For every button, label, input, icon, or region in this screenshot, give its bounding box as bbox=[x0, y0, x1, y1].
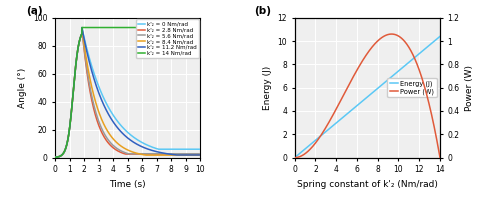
k'₂ = 11.2 Nm/rad bbox=[166, 153, 172, 155]
k'₂ = 0 Nm/rad bbox=[193, 148, 199, 150]
Legend: Energy (J), Power (W): Energy (J), Power (W) bbox=[388, 78, 436, 98]
Line: Power (W): Power (W) bbox=[294, 34, 440, 158]
k'₂ = 11.2 Nm/rad bbox=[122, 135, 128, 138]
k'₂ = 8.4 Nm/rad bbox=[119, 146, 125, 148]
Power (W) bbox=[411, 56, 417, 58]
k'₂ = 8.4 Nm/rad bbox=[198, 154, 203, 156]
k'₂ = 11.2 Nm/rad bbox=[52, 156, 58, 159]
k'₂ = 0 Nm/rad bbox=[52, 156, 58, 159]
k'₂ = 14 Nm/rad bbox=[166, 26, 172, 29]
Energy (J) bbox=[411, 57, 417, 59]
k'₂ = 2.8 Nm/rad bbox=[79, 26, 85, 29]
X-axis label: Time (s): Time (s) bbox=[110, 180, 146, 189]
k'₂ = 14 Nm/rad bbox=[198, 26, 203, 29]
Line: k'₂ = 8.4 Nm/rad: k'₂ = 8.4 Nm/rad bbox=[55, 28, 201, 157]
k'₂ = 5.6 Nm/rad bbox=[193, 152, 199, 155]
Energy (J) bbox=[362, 98, 368, 100]
Power (W) bbox=[378, 37, 384, 39]
k'₂ = 0 Nm/rad bbox=[60, 153, 66, 156]
Power (W) bbox=[434, 139, 440, 141]
Legend: k'₂ = 0 Nm/rad, k'₂ = 2.8 Nm/rad, k'₂ = 5.6 Nm/rad, k'₂ = 8.4 Nm/rad, k'₂ = 11.2: k'₂ = 0 Nm/rad, k'₂ = 2.8 Nm/rad, k'₂ = … bbox=[136, 19, 198, 58]
k'₂ = 11.2 Nm/rad bbox=[60, 153, 66, 156]
k'₂ = 2.8 Nm/rad bbox=[193, 153, 199, 155]
k'₂ = 8.4 Nm/rad bbox=[52, 156, 58, 159]
Power (W) bbox=[370, 44, 376, 47]
k'₂ = 8.4 Nm/rad bbox=[193, 154, 199, 156]
k'₂ = 0 Nm/rad bbox=[166, 148, 172, 150]
k'₂ = 11.2 Nm/rad bbox=[79, 26, 85, 29]
k'₂ = 14 Nm/rad bbox=[119, 26, 125, 29]
Line: k'₂ = 0 Nm/rad: k'₂ = 0 Nm/rad bbox=[55, 28, 201, 157]
Energy (J) bbox=[370, 91, 376, 93]
Line: k'₂ = 2.8 Nm/rad: k'₂ = 2.8 Nm/rad bbox=[55, 28, 201, 157]
k'₂ = 5.6 Nm/rad bbox=[119, 150, 125, 152]
k'₂ = 0 Nm/rad bbox=[119, 125, 125, 128]
k'₂ = 5.6 Nm/rad bbox=[60, 153, 66, 156]
k'₂ = 8.4 Nm/rad bbox=[122, 148, 128, 150]
k'₂ = 11.2 Nm/rad bbox=[193, 154, 199, 156]
Power (W) bbox=[292, 156, 298, 159]
k'₂ = 8.4 Nm/rad bbox=[60, 153, 66, 156]
Power (W) bbox=[437, 156, 443, 159]
k'₂ = 8.4 Nm/rad bbox=[79, 26, 85, 29]
Power (W) bbox=[360, 58, 366, 60]
k'₂ = 2.8 Nm/rad bbox=[122, 153, 128, 155]
k'₂ = 11.2 Nm/rad bbox=[119, 131, 125, 134]
k'₂ = 0 Nm/rad bbox=[122, 129, 128, 132]
Energy (J) bbox=[434, 38, 440, 40]
k'₂ = 14 Nm/rad bbox=[193, 26, 199, 29]
Y-axis label: Power (W): Power (W) bbox=[466, 65, 474, 111]
k'₂ = 2.8 Nm/rad bbox=[166, 153, 172, 155]
k'₂ = 2.8 Nm/rad bbox=[52, 156, 58, 159]
k'₂ = 14 Nm/rad bbox=[60, 153, 66, 156]
Energy (J) bbox=[378, 84, 384, 87]
k'₂ = 11.2 Nm/rad bbox=[193, 154, 199, 156]
Y-axis label: Angle (°): Angle (°) bbox=[18, 68, 28, 108]
k'₂ = 14 Nm/rad bbox=[79, 26, 85, 29]
Power (W) bbox=[362, 56, 368, 59]
Line: Energy (J): Energy (J) bbox=[294, 36, 440, 158]
k'₂ = 2.8 Nm/rad bbox=[60, 153, 66, 156]
k'₂ = 5.6 Nm/rad bbox=[198, 152, 203, 155]
k'₂ = 14 Nm/rad bbox=[122, 26, 128, 29]
k'₂ = 0 Nm/rad bbox=[79, 26, 85, 29]
Line: k'₂ = 14 Nm/rad: k'₂ = 14 Nm/rad bbox=[55, 28, 201, 157]
k'₂ = 14 Nm/rad bbox=[193, 26, 199, 29]
Energy (J) bbox=[437, 35, 443, 38]
k'₂ = 2.8 Nm/rad bbox=[198, 153, 203, 155]
Y-axis label: Energy (J): Energy (J) bbox=[263, 66, 272, 110]
Text: (b): (b) bbox=[254, 6, 271, 16]
k'₂ = 5.6 Nm/rad bbox=[122, 152, 128, 154]
Line: k'₂ = 5.6 Nm/rad: k'₂ = 5.6 Nm/rad bbox=[55, 28, 201, 157]
k'₂ = 5.6 Nm/rad bbox=[166, 152, 172, 155]
k'₂ = 5.6 Nm/rad bbox=[193, 152, 199, 155]
k'₂ = 0 Nm/rad bbox=[193, 148, 199, 150]
X-axis label: Spring constant of k'₂ (Nm/rad): Spring constant of k'₂ (Nm/rad) bbox=[297, 180, 438, 189]
k'₂ = 0 Nm/rad bbox=[198, 148, 203, 150]
k'₂ = 5.6 Nm/rad bbox=[52, 156, 58, 159]
Energy (J) bbox=[292, 156, 298, 159]
k'₂ = 8.4 Nm/rad bbox=[193, 154, 199, 156]
Text: (a): (a) bbox=[26, 6, 42, 16]
k'₂ = 11.2 Nm/rad bbox=[198, 154, 203, 156]
Energy (J) bbox=[360, 99, 366, 101]
k'₂ = 2.8 Nm/rad bbox=[119, 152, 125, 154]
k'₂ = 8.4 Nm/rad bbox=[166, 154, 172, 156]
Power (W) bbox=[388, 33, 394, 35]
k'₂ = 14 Nm/rad bbox=[52, 156, 58, 159]
k'₂ = 2.8 Nm/rad bbox=[193, 153, 199, 155]
Line: k'₂ = 11.2 Nm/rad: k'₂ = 11.2 Nm/rad bbox=[55, 28, 201, 157]
k'₂ = 5.6 Nm/rad bbox=[79, 26, 85, 29]
